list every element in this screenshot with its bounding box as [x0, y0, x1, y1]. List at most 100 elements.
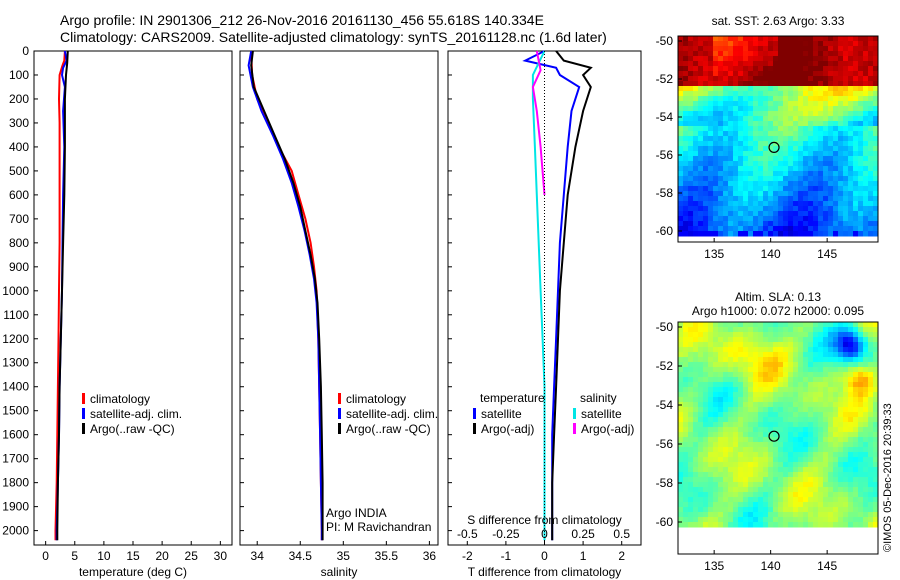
x-tick-label: 20 — [155, 549, 169, 563]
legend-group-temperature: temperature — [480, 391, 545, 405]
map-y-tick-label: -60 — [656, 224, 674, 238]
y-tick-label: 1500 — [2, 404, 29, 418]
x-tick-label: -1 — [501, 549, 512, 563]
map-y-tick-label: -54 — [656, 110, 674, 124]
y-tick-label: 800 — [9, 236, 29, 250]
map-x-tick-label: 145 — [817, 247, 837, 261]
legend-swatch — [82, 423, 85, 434]
legend-swatch — [473, 408, 476, 419]
x-axis-label: temperature (deg C) — [79, 565, 187, 579]
legend-group-salinity: salinity — [580, 391, 617, 405]
x-tick-label: 0 — [42, 549, 49, 563]
legend-swatch — [573, 408, 576, 419]
series-line-1 — [54, 50, 66, 541]
legend-label: Argo(..raw -QC) — [346, 422, 431, 436]
x-axis-label: salinity — [321, 565, 358, 579]
profile-panel-1: 0 5 10 15 20 25 300100200300400500600700800900… — [2, 44, 233, 579]
legend-label: satellite-adj. clim. — [346, 407, 438, 421]
legend-label: satellite — [581, 407, 622, 421]
series-line-2 — [551, 50, 593, 541]
legend-swatch — [338, 393, 341, 404]
series-line-3 — [56, 50, 69, 541]
map-x-tick-label: 145 — [817, 559, 837, 573]
map-y-tick-label: -56 — [656, 437, 674, 451]
salinity-tick-label: 0.5 — [613, 527, 630, 541]
legend-label: satellite-adj. clim. — [90, 407, 182, 421]
map-y-tick-label: -52 — [656, 72, 674, 86]
map-x-tick-label: 140 — [761, 247, 781, 261]
legend-label: climatology — [346, 392, 406, 406]
map-x-tick-label: 140 — [761, 559, 781, 573]
legend-swatch — [573, 423, 576, 434]
y-tick-label: 200 — [9, 92, 29, 106]
sst-map-title: sat. SST: 2.63 Argo: 3.33 — [712, 14, 845, 28]
y-tick-label: 100 — [9, 68, 29, 82]
x-tick-label: 5 — [71, 549, 78, 563]
x-tick-label: -2 — [462, 549, 473, 563]
map-y-tick-label: -58 — [656, 476, 674, 490]
x-tick-label: 25 — [185, 549, 199, 563]
salinity-tick-label: 0 — [541, 527, 548, 541]
y-tick-label: 500 — [9, 164, 29, 178]
x-tick-label: 30 — [214, 549, 228, 563]
x-tick-label: 1 — [580, 549, 587, 563]
x-tick-label: 15 — [126, 549, 140, 563]
salinity-tick-label: -0.25 — [492, 527, 520, 541]
y-tick-label: 1700 — [2, 452, 29, 466]
series-line-3 — [250, 50, 324, 541]
map-y-tick-label: -58 — [656, 186, 674, 200]
annotation-pi: PI: M Ravichandran — [326, 520, 431, 534]
legend-swatch — [338, 408, 341, 419]
x-tick-label: 34.5 — [289, 549, 313, 563]
x-tick-label: 36 — [423, 549, 437, 563]
y-tick-label: 1000 — [2, 284, 29, 298]
y-tick-label: 1100 — [3, 308, 29, 322]
salinity-tick-label: -0.5 — [457, 527, 478, 541]
x-axis-label: T difference from climatology — [468, 565, 622, 579]
x-tick-label: 10 — [97, 549, 111, 563]
float-location-marker — [768, 141, 780, 153]
y-tick-label: 700 — [9, 212, 29, 226]
map-frame — [677, 35, 879, 243]
map-panel-2: 135 140 145 -50 -52 -54 -56 -58 -60 Altim. SLA: 0… — [656, 290, 879, 573]
x-tick-label: 2 — [618, 549, 625, 563]
map-y-tick-label: -60 — [656, 515, 674, 529]
map-y-tick-label: -50 — [656, 34, 674, 48]
y-tick-label: 300 — [9, 116, 29, 130]
x-tick-label: 35 — [337, 549, 351, 563]
map-x-tick-label: 135 — [704, 559, 724, 573]
legend-swatch — [473, 423, 476, 434]
y-tick-label: 1200 — [2, 332, 29, 346]
map-x-tick-label: 135 — [704, 247, 724, 261]
legend-label: Argo(-adj) — [581, 422, 634, 436]
y-tick-label: 1300 — [2, 356, 29, 370]
legend-label: satellite — [481, 407, 522, 421]
profile-panel-3: -2 -1 0 1 2 T difference from climatology S di… — [447, 50, 642, 579]
profile-title: Argo profile: IN 2901306_212 26-Nov-2016… — [60, 12, 544, 28]
y-tick-label: 0 — [22, 44, 29, 58]
climatology-subtitle: Climatology: CARS2009. Satellite-adjuste… — [60, 29, 607, 45]
legend-swatch — [82, 393, 85, 404]
legend-swatch — [82, 408, 85, 419]
plot-frame — [33, 50, 233, 546]
sla-map-title-2: Argo h1000: 0.072 h2000: 0.095 — [692, 304, 864, 318]
y-tick-label: 600 — [9, 188, 29, 202]
map-y-tick-label: -52 — [656, 359, 674, 373]
sla-map-title: Altim. SLA: 0.13 — [735, 290, 821, 304]
y-tick-label: 1800 — [2, 476, 29, 490]
salinity-diff-label: S difference from climatology — [467, 513, 622, 527]
x-tick-label: 35.5 — [375, 549, 399, 563]
map-y-tick-label: -56 — [656, 148, 674, 162]
map-y-tick-label: -54 — [656, 398, 674, 412]
legend-swatch — [338, 423, 341, 434]
x-tick-label: 0 — [541, 549, 548, 563]
legend-label: Argo(..raw -QC) — [90, 422, 175, 436]
float-location-marker — [768, 430, 780, 442]
y-tick-label: 1600 — [2, 428, 29, 442]
y-tick-label: 1900 — [2, 500, 29, 514]
y-tick-label: 400 — [9, 140, 29, 154]
profile-panel-2: 34 34.5 35 35.5 36 salinity climatologysatelli… — [239, 50, 439, 579]
series-line-4 — [531, 50, 546, 195]
map-y-tick-label: -50 — [656, 320, 674, 334]
